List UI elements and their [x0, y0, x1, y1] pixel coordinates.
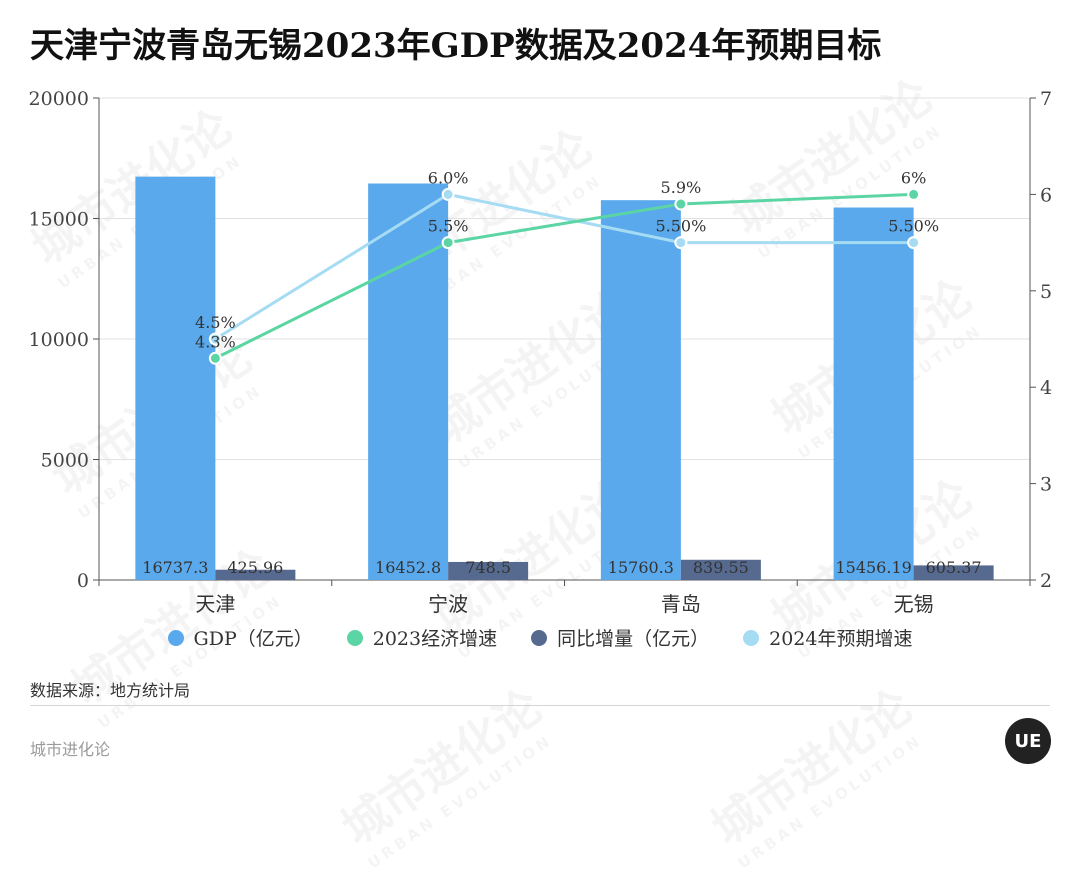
- brand-name: 城市进化论: [30, 740, 111, 759]
- bar-increase-label: 425.96: [227, 558, 283, 577]
- data-source: 数据来源：地方统计局: [30, 681, 191, 700]
- y-right-tick-label: 4: [1040, 377, 1052, 399]
- y-right-tick-label: 3: [1040, 474, 1052, 496]
- line-target-2024-point: [441, 187, 455, 201]
- bar-increase-label: 605.37: [926, 558, 982, 577]
- y-left-tick-label: 20000: [29, 88, 89, 110]
- y-right-tick-label: 2: [1040, 570, 1052, 592]
- legend-swatch: [167, 629, 184, 646]
- legend-label: GDP（亿元）: [193, 628, 313, 650]
- bar-gdp-label: 16737.3: [142, 558, 208, 577]
- bar-increase: [680, 559, 761, 580]
- line-target-2024-label: 5.50%: [655, 217, 706, 236]
- x-tick-label: 宁波: [428, 592, 468, 616]
- y-left-tick-label: 5000: [41, 450, 89, 472]
- line-target-2024-label: 6.0%: [428, 168, 469, 187]
- bar-increase-label: 839.55: [693, 558, 749, 577]
- legend-item: GDP（亿元）: [167, 624, 313, 651]
- line-target-2024: [214, 192, 914, 341]
- line-growth-2023: [214, 192, 914, 360]
- legend-label: 2023经济增速: [372, 628, 498, 650]
- bar-gdp: [368, 183, 449, 580]
- x-tick-label: 青岛: [661, 592, 701, 616]
- y-left-tick-label: 0: [77, 570, 89, 592]
- line-growth-2023-label: 6%: [901, 168, 926, 187]
- line-growth-2023-point: [674, 197, 688, 211]
- legend-swatch: [743, 629, 760, 646]
- legend-swatch: [346, 629, 363, 646]
- legend-item: 2024年预期增速: [743, 624, 912, 651]
- y-right-tick-label: 7: [1040, 88, 1052, 110]
- x-tick-label: 天津: [195, 592, 235, 616]
- line-target-2024-point: [907, 236, 921, 250]
- bar-gdp: [600, 200, 681, 581]
- line-target-2024-point: [208, 332, 222, 346]
- chart-title: 天津宁波青岛无锡2023年GDP数据及2024年预期目标: [30, 26, 882, 66]
- line-growth-2023-label: 5.9%: [661, 178, 702, 197]
- y-left-tick-label: 10000: [29, 329, 89, 351]
- y-right-tick-label: 5: [1040, 281, 1052, 303]
- line-growth-2023-point: [441, 236, 455, 250]
- bar-gdp-label: 15760.3: [608, 558, 674, 577]
- line-growth-2023-point: [208, 351, 222, 365]
- y-right-tick-label: 6: [1040, 184, 1052, 206]
- bar-gdp-label: 16452.8: [375, 558, 441, 577]
- legend-item: 同比增量（亿元）: [531, 624, 709, 651]
- bar-increase: [913, 565, 994, 580]
- legend-label: 2024年预期增速: [769, 628, 913, 650]
- legend-swatch: [531, 629, 548, 646]
- line-target-2024-label: 4.5%: [195, 313, 236, 332]
- line-growth-2023-point: [907, 187, 921, 201]
- watermark: 城市进化论URBAN EVOLUTION: [327, 672, 564, 872]
- bar-gdp: [833, 207, 914, 581]
- bar-increase: [215, 569, 296, 580]
- bar-gdp-label: 15456.19: [835, 558, 911, 577]
- combo-chart: 0 5000 10000 15000 20000 2 3 4 5 6 7 天津 宁波 青岛 无锡 16737.…: [29, 88, 1053, 616]
- bar-gdp: [135, 176, 216, 580]
- x-tick-label: 无锡: [894, 592, 934, 616]
- legend-label: 同比增量（亿元）: [557, 628, 710, 650]
- line-growth-2023-label: 4.3%: [195, 332, 236, 351]
- footer-divider: [30, 705, 1050, 706]
- chart-legend: GDP（亿元） 2023经济增速 同比增量（亿元） 2024年预期增速: [0, 624, 1080, 651]
- watermark: 城市进化论URBAN EVOLUTION: [697, 672, 934, 872]
- legend-item: 2023经济增速: [346, 624, 498, 651]
- line-growth-2023-label: 5.5%: [428, 217, 469, 236]
- y-left-tick-label: 15000: [29, 209, 89, 231]
- line-target-2024-point: [674, 236, 688, 250]
- brand-logo: UE: [1005, 718, 1051, 764]
- bar-increase-label: 748.5: [465, 558, 511, 577]
- line-target-2024-label: 5.50%: [888, 217, 939, 236]
- bar-increase: [448, 561, 529, 580]
